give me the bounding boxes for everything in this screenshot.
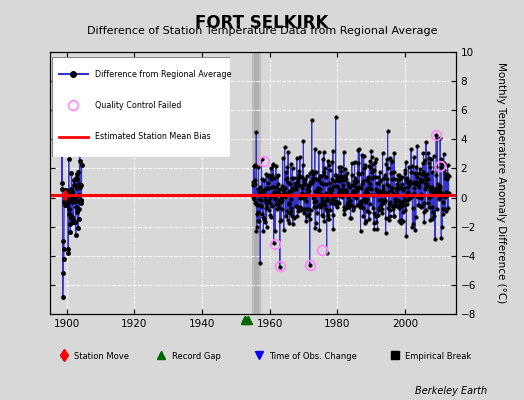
- Text: Difference of Station Temperature Data from Regional Average: Difference of Station Temperature Data f…: [87, 26, 437, 36]
- Text: Station Move: Station Move: [74, 352, 129, 361]
- Text: Record Gap: Record Gap: [172, 352, 221, 361]
- Text: Time of Obs. Change: Time of Obs. Change: [269, 352, 357, 361]
- Text: Empirical Break: Empirical Break: [405, 352, 472, 361]
- Y-axis label: Monthly Temperature Anomaly Difference (°C): Monthly Temperature Anomaly Difference (…: [496, 62, 506, 304]
- Text: FORT SELKIRK: FORT SELKIRK: [195, 14, 329, 32]
- Text: Berkeley Earth: Berkeley Earth: [415, 386, 487, 396]
